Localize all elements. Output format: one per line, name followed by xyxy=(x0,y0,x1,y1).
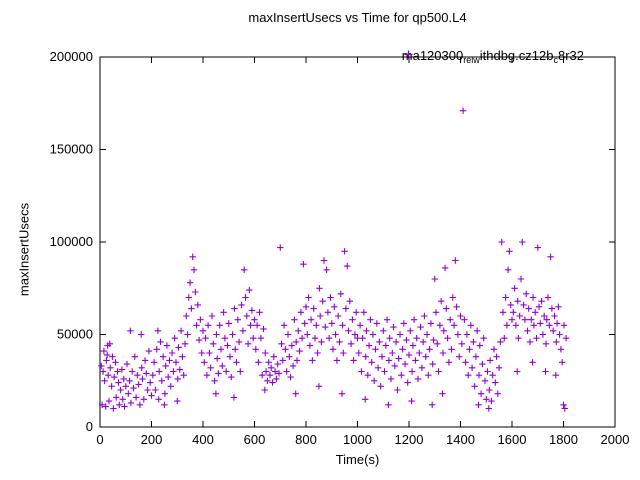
y-tick-label: 50000 xyxy=(57,327,93,342)
x-tick-label: 0 xyxy=(96,432,103,447)
chart-title: maxInsertUsecs vs Time for qp500.L4 xyxy=(248,10,467,25)
legend: ma120300relwithdbg.cz12bc8r32 xyxy=(402,48,584,65)
legend-label-part: ithdbg.cz12b xyxy=(479,48,554,63)
x-tick-label: 1600 xyxy=(498,432,527,447)
x-tick-label: 1000 xyxy=(343,432,372,447)
legend-label: ma120300relwithdbg.cz12bc8r32 xyxy=(402,48,584,65)
x-tick-label: 1200 xyxy=(395,432,424,447)
y-tick-label: 150000 xyxy=(50,142,93,157)
x-tick-label: 1400 xyxy=(446,432,475,447)
x-tick-label: 400 xyxy=(192,432,214,447)
plot-border xyxy=(99,56,616,428)
y-tick-label: 200000 xyxy=(50,49,93,64)
x-tick-label: 1800 xyxy=(549,432,578,447)
x-tick-label: 800 xyxy=(295,432,317,447)
x-tick-label: 200 xyxy=(141,432,163,447)
x-tick-label: 2000 xyxy=(601,432,630,447)
y-tick-label: 0 xyxy=(86,419,93,434)
data-points xyxy=(98,107,570,412)
y-tick-label: 100000 xyxy=(50,234,93,249)
x-axis-label: Time(s) xyxy=(335,452,380,467)
legend-label-part: c xyxy=(553,55,558,65)
legend-label-part: rel xyxy=(463,55,474,65)
legend-label-part: ma120300 xyxy=(401,48,464,63)
x-tick-label: 600 xyxy=(244,432,266,447)
axis-ticks xyxy=(99,56,616,428)
legend-label-part: 8r32 xyxy=(557,48,584,63)
legend-label-part: w xyxy=(473,55,480,65)
